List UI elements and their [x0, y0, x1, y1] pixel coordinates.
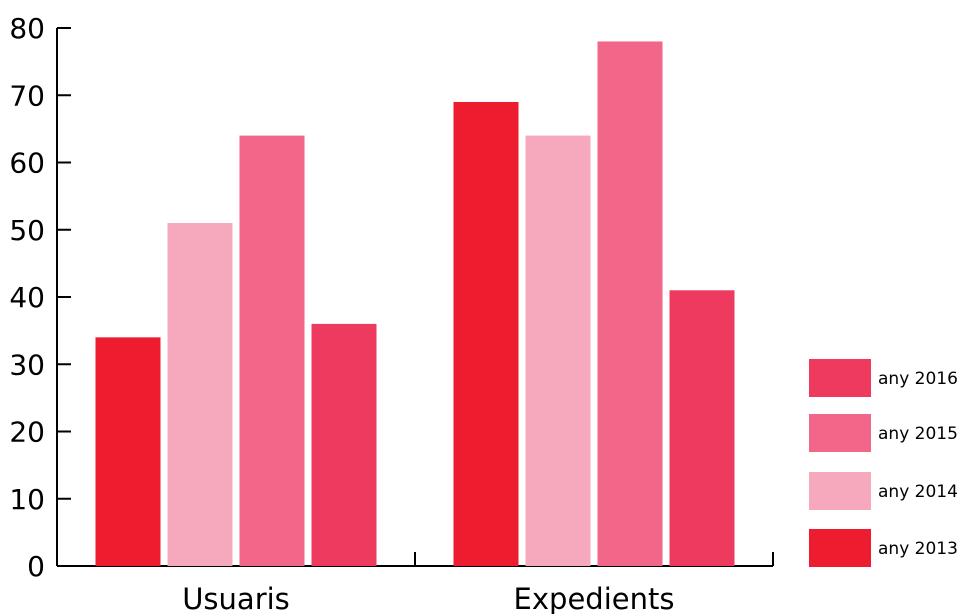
bar — [525, 135, 591, 566]
y-tick-label: 60 — [9, 147, 45, 180]
y-tick-label: 80 — [9, 12, 45, 45]
bar — [453, 101, 519, 566]
x-category-label: Usuaris — [182, 582, 290, 614]
legend-label: any 2014 — [878, 482, 958, 502]
legend-swatch — [809, 359, 871, 397]
y-tick-label: 0 — [27, 550, 45, 583]
bar — [167, 223, 233, 566]
y-tick-label: 10 — [9, 483, 45, 516]
legend-label: any 2013 — [878, 539, 958, 559]
bar — [311, 323, 377, 566]
y-tick-label: 20 — [9, 416, 45, 449]
y-tick-label: 30 — [9, 348, 45, 381]
legend-label: any 2016 — [878, 369, 958, 389]
bar — [239, 135, 305, 566]
legend-swatch — [809, 472, 871, 510]
bar — [669, 290, 735, 566]
x-category-label: Expedients — [514, 582, 675, 614]
y-tick-label: 50 — [9, 214, 45, 247]
legend-swatch — [809, 529, 871, 567]
legend-label: any 2015 — [878, 424, 958, 444]
bar — [95, 337, 161, 566]
y-tick-label: 40 — [9, 281, 45, 314]
legend-swatch — [809, 414, 871, 452]
y-tick-label: 70 — [9, 79, 45, 112]
bar — [597, 41, 663, 566]
